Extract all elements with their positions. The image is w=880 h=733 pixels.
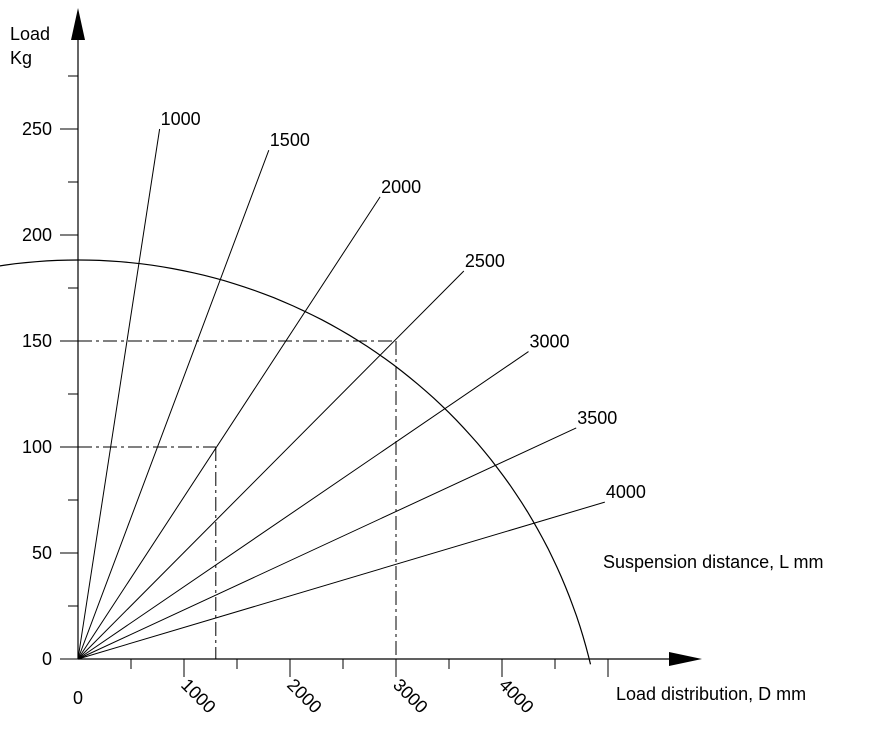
axes [71, 8, 702, 666]
x-axis-arrow-icon [669, 652, 702, 666]
series-label-1000: 1000 [161, 109, 201, 129]
suspension-distance-label: Suspension distance, L mm [603, 552, 823, 572]
series-label-2000: 2000 [381, 177, 421, 197]
series-line-1500 [77, 150, 270, 660]
y-tick-label: 250 [22, 119, 52, 139]
y-axis-label-line1: Load [10, 24, 50, 44]
x-tick-label: 1000 [177, 675, 219, 717]
series-label-3000: 3000 [530, 332, 570, 352]
y-tick-label: 100 [22, 437, 52, 457]
x-tick-label: 3000 [389, 675, 431, 717]
y-tick-label: 200 [22, 225, 52, 245]
series-line-3000 [77, 351, 529, 660]
x-axis-label: Load distribution, D mm [616, 684, 806, 704]
x-tick-label: 4000 [495, 675, 537, 717]
y-axis-arrow-icon [71, 8, 85, 40]
series-label-2500: 2500 [465, 251, 505, 271]
x-tick-label: 0 [73, 688, 83, 708]
series-line-2500 [77, 270, 465, 660]
y-tick-label: 0 [42, 649, 52, 669]
y-tick-label: 150 [22, 331, 52, 351]
labels: Load Kg Load distribution, D mm Suspensi… [10, 24, 823, 717]
suspension-arc [0, 259, 592, 665]
suspension-arc-curve [0, 259, 592, 665]
series-label-3500: 3500 [577, 408, 617, 428]
y-tick-label: 50 [32, 543, 52, 563]
series-line-4000 [77, 501, 605, 660]
series-line-1000 [77, 128, 161, 660]
guide-lines [78, 340, 397, 659]
y-axis-label-line2: Kg [10, 48, 32, 68]
series-label-4000: 4000 [606, 482, 646, 502]
series-line-2000 [77, 196, 381, 660]
series-line-3500 [77, 427, 577, 660]
series-label-1500: 1500 [270, 130, 310, 150]
tick-marks [60, 75, 609, 677]
series-lines [77, 128, 605, 660]
x-tick-label: 2000 [283, 675, 325, 717]
